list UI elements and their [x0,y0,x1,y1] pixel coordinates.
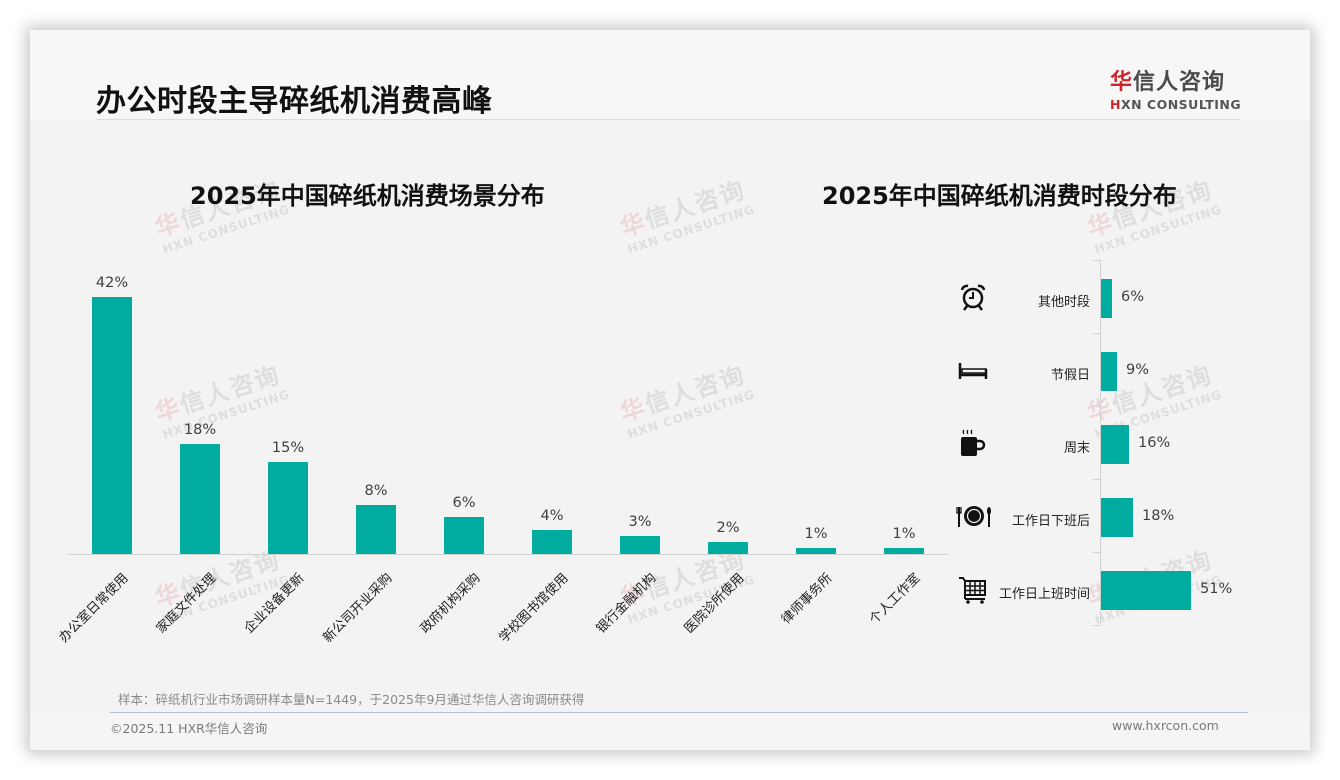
axis-tick [1093,406,1100,407]
footer [30,713,1310,750]
axis-tick [1093,552,1100,553]
scene-bar [268,462,308,554]
title-divider [96,119,1240,120]
scene-bar [444,517,484,554]
shopping-cart-icon [959,577,986,604]
scene-value-label: 8% [364,483,388,499]
axis-tick [1093,625,1100,626]
scene-bar [92,297,132,554]
page-title: 办公时段主导碎纸机消费高峰 [96,84,493,119]
scene-category-label: 政府机构采购 [417,570,484,637]
scene-category-label: 家庭文件处理 [153,570,220,637]
period-bar [1101,498,1133,537]
period-category-label: 其他时段 [1037,295,1090,310]
period-category-label: 工作日下班后 [1011,514,1090,529]
scene-category-label: 银行金融机构 [593,570,660,637]
scene-category-label: 办公室日常使用 [56,570,132,646]
scene-category-label: 学校图书馆使用 [496,570,572,646]
period-value-label: 6% [1121,289,1145,305]
period-bar [1101,571,1191,610]
scene-value-label: 42% [95,275,129,291]
scene-chart-title: 2025年中国碎纸机消费场景分布 [190,182,545,210]
period-value-label: 18% [1142,508,1175,524]
scene-bar [708,542,748,554]
footer-divider [110,712,1248,713]
y-axis-line [1100,260,1101,625]
logo-chinese: 华信人咨询 [1110,70,1226,95]
scene-bar [620,536,660,554]
scene-value-label: 1% [892,526,916,542]
axis-tick [1093,333,1100,334]
scene-category-label: 律师事务所 [778,570,836,628]
period-value-label: 51% [1200,581,1233,597]
period-bar [1101,425,1129,464]
scene-value-label: 2% [716,520,740,536]
brand-logo: 华信人咨询 HXN CONSULTING [1110,64,1242,112]
scene-bar [180,444,220,554]
scene-value-label: 1% [804,526,828,542]
period-category-label: 周末 [1063,441,1090,456]
coffee-cup-icon [961,429,986,456]
period-value-label: 16% [1138,435,1171,451]
scene-value-label: 18% [183,422,217,438]
period-category-label: 节假日 [1050,368,1090,383]
period-category-label: 工作日上班时间 [998,587,1090,602]
dining-plate-icon [956,506,991,527]
axis-tick [1093,260,1100,261]
slide: 办公时段主导碎纸机消费高峰 华信人咨询 HXN CONSULTING 华信人咨询… [30,30,1310,750]
scene-value-label: 4% [540,508,564,524]
scene-bar [796,548,836,554]
bed-icon [958,363,988,379]
scene-value-label: 15% [271,440,305,456]
website-link[interactable]: www.hxrcon.com [1112,718,1219,733]
sample-note: 样本：碎纸机行业市场调研样本量N=1449，于2025年9月通过华信人咨询调研获… [118,692,585,707]
scene-bar [884,548,924,554]
period-bar [1101,279,1112,318]
scene-category-label: 企业设备更新 [241,570,308,637]
scene-category-label: 新公司开业采购 [320,570,396,646]
scene-bar [532,530,572,554]
period-chart-title: 2025年中国碎纸机消费时段分布 [822,182,1177,210]
axis-tick [1093,479,1100,480]
copyright: ©2025.11 HXR华信人咨询 [110,721,268,736]
period-value-label: 9% [1126,362,1150,378]
alarm-clock-icon [960,284,986,311]
scene-value-label: 6% [452,495,476,511]
scene-category-label: 个人工作室 [866,570,924,628]
period-bar [1101,352,1117,391]
header-band [30,30,1310,120]
scene-category-label: 医院诊所使用 [681,570,748,637]
period-bar-chart: 其他时段 6% 节假日 9% 周末 16% 工作日下班后 [950,260,1290,640]
scene-value-label: 3% [628,514,652,530]
x-axis-line [68,554,948,555]
scene-bar [356,505,396,554]
scene-bar-chart: 42% 办公室日常使用 18% 家庭文件处理 15% 企业设备更新 8% 新公司开业采购 6% 政… [56,260,948,646]
logo-english: HXN CONSULTING [1110,97,1242,112]
